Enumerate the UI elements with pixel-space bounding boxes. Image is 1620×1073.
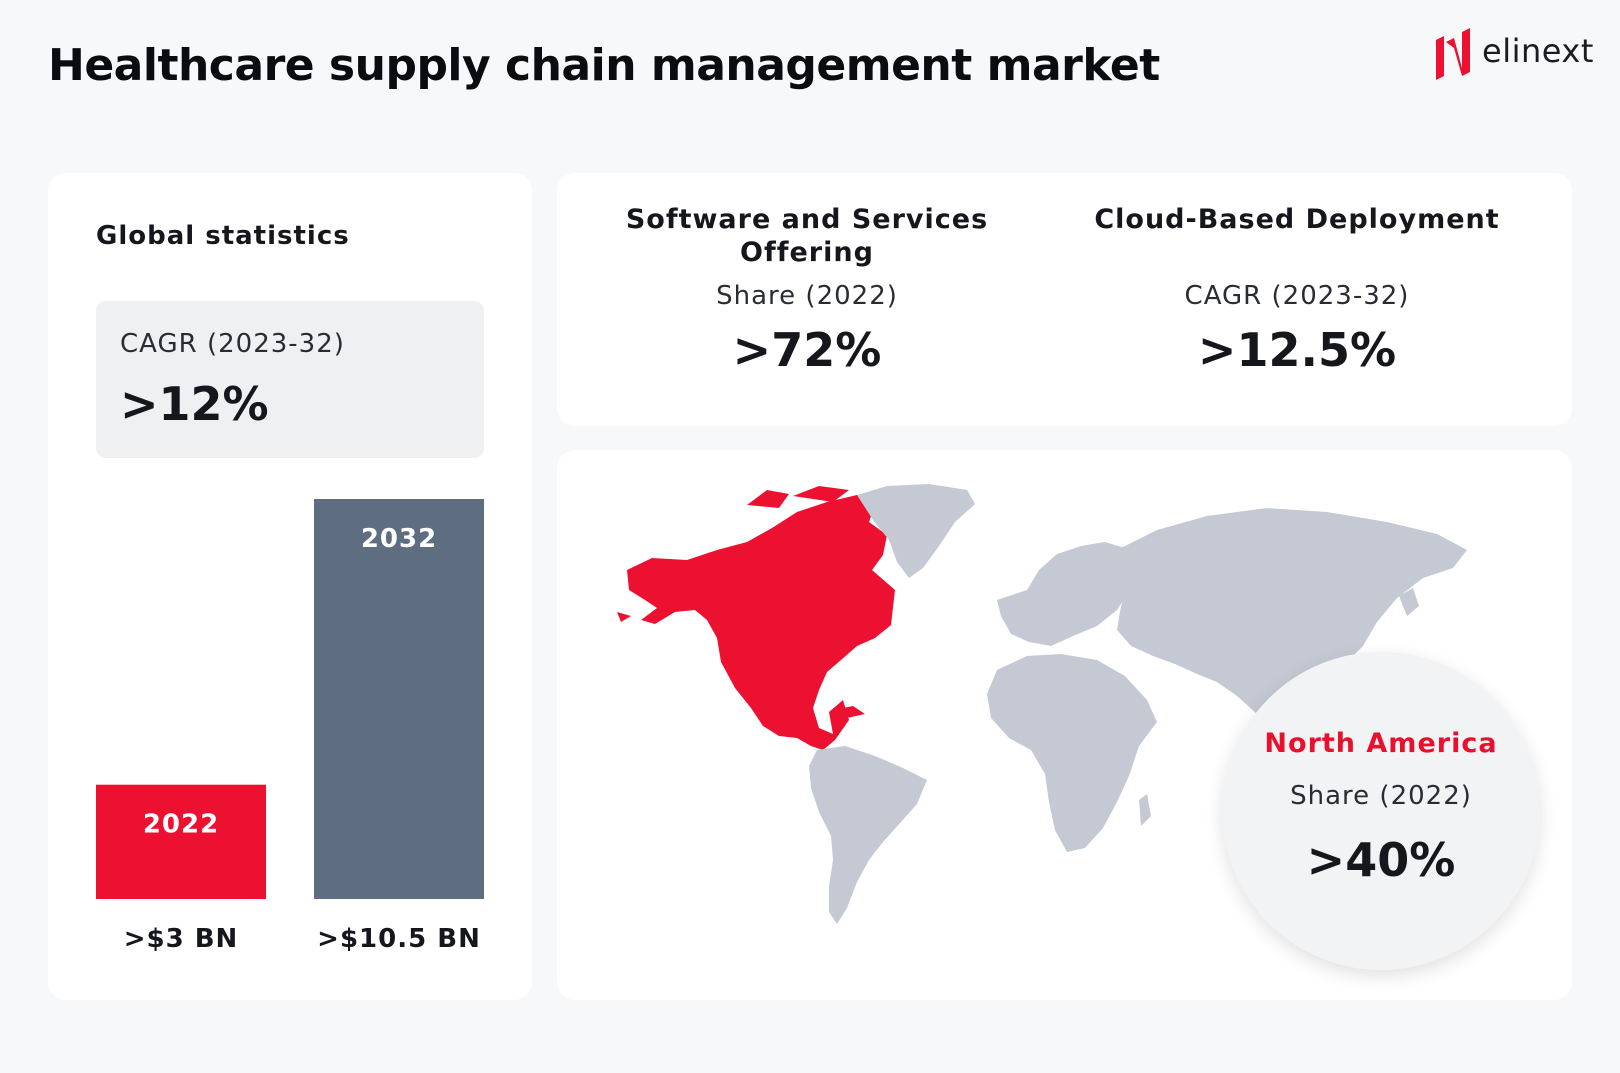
bar-2022 — [96, 784, 266, 899]
south-america — [809, 746, 927, 924]
region-metric: Share (2022) — [1290, 781, 1472, 811]
world-map-card: North America Share (2022) >40% — [557, 450, 1572, 1000]
segment-stats-card: Software and Services Offering Share (20… — [557, 173, 1572, 426]
europe — [997, 542, 1139, 646]
caribbean-islands — [833, 706, 865, 718]
japan — [1399, 588, 1419, 616]
segment-heading: Software and Services Offering — [625, 204, 989, 268]
region-value: >40% — [1306, 833, 1456, 887]
greenland — [857, 484, 975, 578]
global-cagr-box: CAGR (2023-32) >12% — [96, 301, 484, 458]
region-name: North America — [1264, 728, 1498, 759]
africa — [987, 654, 1157, 852]
global-statistics-label: Global statistics — [96, 221, 350, 251]
bar-2032 — [314, 499, 484, 899]
segment-value: >72% — [732, 323, 882, 377]
brand-name: elinext — [1482, 32, 1594, 70]
segment-metric: CAGR (2023-32) — [1184, 281, 1410, 311]
segment-stat-cloud: Cloud-Based Deployment CAGR (2023-32) >1… — [1087, 203, 1507, 377]
brand-logo: elinext — [1432, 24, 1602, 84]
segment-metric: Share (2022) — [716, 281, 898, 311]
global-cagr-value: >12% — [120, 377, 269, 431]
arctic-islands — [747, 490, 789, 508]
segment-value: >12.5% — [1197, 323, 1397, 377]
north-america-region — [627, 495, 895, 750]
aleutian-islands — [617, 612, 631, 622]
global-cagr-label: CAGR (2023-32) — [120, 329, 345, 359]
arctic-islands — [793, 486, 849, 502]
bar-value-label: >$3 BN — [124, 924, 239, 954]
bar-category-label: 2032 — [361, 524, 437, 554]
segment-stat-software: Software and Services Offering Share (20… — [597, 203, 1017, 377]
page-title: Healthcare supply chain management marke… — [48, 40, 1160, 91]
north-america-callout: North America Share (2022) >40% — [1222, 652, 1540, 970]
bar-category-label: 2022 — [143, 810, 219, 840]
bar-value-label: >$10.5 BN — [317, 924, 481, 954]
elinext-logo-icon — [1436, 28, 1470, 80]
market-size-bar-chart: 2022 >$3 BN 2032 >$10.5 BN — [96, 499, 484, 954]
madagascar — [1139, 794, 1151, 826]
segment-heading: Cloud-Based Deployment — [1094, 204, 1500, 235]
global-statistics-card: Global statistics CAGR (2023-32) >12% 20… — [48, 173, 532, 1000]
asia — [1117, 508, 1467, 722]
